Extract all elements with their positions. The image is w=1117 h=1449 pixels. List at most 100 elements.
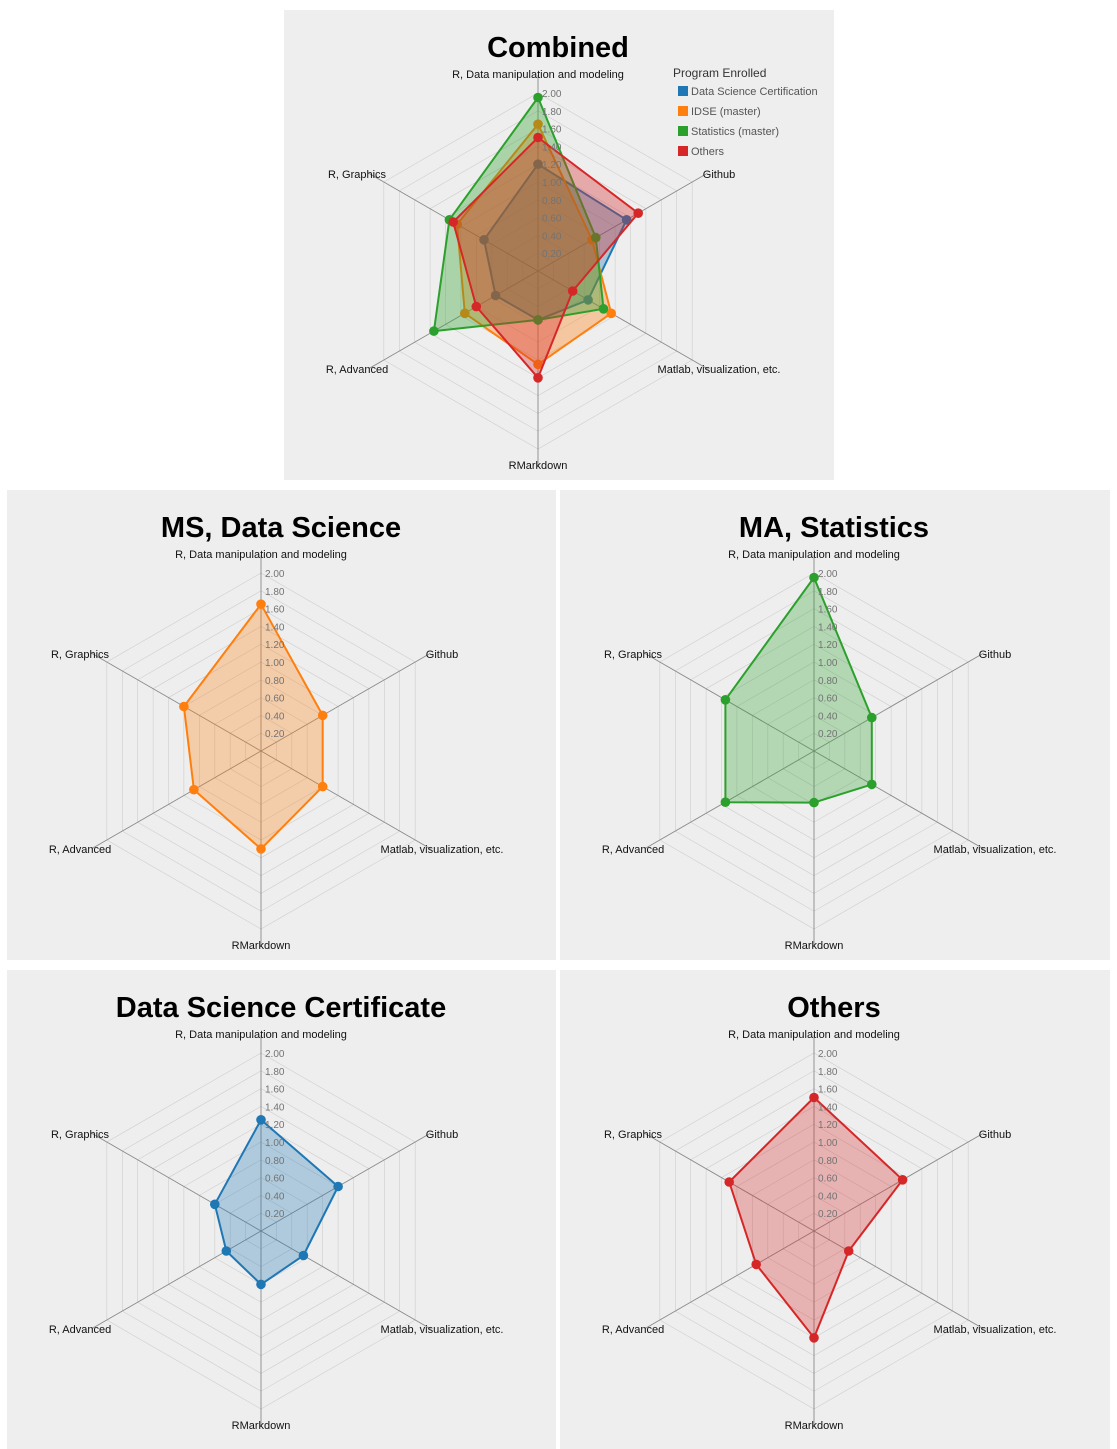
axis-label-matlab-visualization-etc: Matlab, visualization, etc.	[934, 1324, 1057, 1336]
axis-label-matlab-visualization-etc: Matlab, visualization, etc.	[381, 1324, 504, 1336]
tick-label: 1.80	[818, 1067, 838, 1078]
legend-swatch-statistics-master	[678, 126, 688, 136]
tick-label: 0.20	[542, 249, 562, 260]
tick-label: 0.20	[818, 1209, 838, 1220]
data-point-idse-master-r-graphics	[179, 701, 189, 712]
data-point-idse-master-rmarkdown	[533, 359, 543, 370]
axis-label-matlab-visualization-etc: Matlab, visualization, etc.	[381, 844, 504, 856]
axis-label-r-graphics: R, Graphics	[604, 649, 663, 661]
chart-title: MS, Data Science	[161, 512, 401, 544]
data-point-data-science-certification-r-advanced	[490, 290, 501, 301]
tick-label: 1.80	[265, 587, 285, 598]
axis-label-rmarkdown: RMarkdown	[509, 460, 568, 472]
data-point-statistics-master-github	[867, 712, 877, 723]
data-point-others-r-advanced	[471, 301, 482, 312]
tick-label: 0.40	[265, 711, 285, 722]
tick-label: 0.80	[818, 1156, 838, 1167]
axis-line	[813, 652, 984, 752]
tick-label: 0.80	[542, 196, 562, 207]
data-point-idse-master-matlab-visualization-etc	[317, 781, 328, 792]
data-point-others-rmarkdown	[533, 373, 543, 383]
tick-label: 0.80	[818, 676, 838, 687]
data-point-data-science-certification-matlab-visualization-etc	[583, 295, 593, 305]
data-point-statistics-master-r-data-manipulation-and-modeling	[533, 92, 543, 103]
tick-label: 1.60	[542, 125, 562, 136]
axis-label-rmarkdown: RMarkdown	[785, 940, 844, 952]
tick-label: 2.00	[265, 1049, 285, 1060]
tick-label: 1.40	[818, 622, 838, 633]
axis-line	[537, 270, 708, 370]
data-point-others-r-data-manipulation-and-modeling	[809, 1092, 819, 1103]
radar-axes: R, Data manipulation and modeling Github M…	[326, 69, 781, 472]
tick-label: 0.20	[265, 729, 285, 740]
data-point-statistics-master-rmarkdown	[809, 797, 819, 808]
chart-panel-others: Others R, Data manipulation and modeling G…	[560, 970, 1110, 1449]
tick-label: 0.80	[265, 1156, 285, 1167]
data-point-data-science-certification-r-data-manipulation-and-modeling	[533, 159, 543, 169]
legend-label-statistics-master: Statistics (master)	[691, 126, 779, 138]
chart-panel-combined: Combined R, Data manipulation and modelin…	[284, 10, 834, 480]
tick-label: 2.00	[818, 1049, 838, 1060]
axis-label-github: Github	[426, 1129, 458, 1141]
radar-chart-data-science-certificate: Data Science Certificate R, Data manipula…	[49, 992, 504, 1432]
data-point-others-github	[897, 1175, 908, 1185]
axis-label-github: Github	[426, 649, 458, 661]
tick-label: 1.20	[818, 1120, 838, 1131]
radar-axes: R, Data manipulation and modeling Github M…	[602, 1029, 1057, 1432]
chart-panel-ma-statistics: MA, Statistics R, Data manipulation and m…	[560, 490, 1110, 960]
axis-label-r-data-manipulation-and-modeling: R, Data manipulation and modeling	[175, 549, 347, 561]
data-point-idse-master-matlab-visualization-etc	[606, 308, 616, 319]
axis-line	[91, 750, 262, 850]
tick-label: 0.20	[265, 1209, 285, 1220]
radar-axes: R, Data manipulation and modeling Github M…	[602, 549, 1057, 952]
tick-label: 0.20	[818, 729, 838, 740]
tick-label: 2.00	[265, 569, 285, 580]
axis-line	[368, 270, 539, 370]
axis-label-r-data-manipulation-and-modeling: R, Data manipulation and modeling	[452, 69, 624, 81]
radar-axes: R, Data manipulation and modeling Github M…	[49, 1029, 504, 1432]
data-point-data-science-certification-r-graphics	[210, 1199, 220, 1210]
radar-chart-others: Others R, Data manipulation and modeling G…	[602, 992, 1057, 1432]
radar-tick-labels: 0.20 0.40 0.60 0.80 1.00 1.20 1.40 1.60 1.80 2.00	[265, 569, 285, 740]
axis-label-r-advanced: R, Advanced	[49, 1324, 111, 1336]
tick-label: 0.80	[265, 676, 285, 687]
data-point-data-science-certification-github	[333, 1181, 343, 1192]
data-point-idse-master-r-advanced	[460, 308, 470, 319]
tick-label: 0.60	[265, 694, 285, 705]
data-point-others-r-graphics	[724, 1177, 734, 1187]
axis-label-r-data-manipulation-and-modeling: R, Data manipulation and modeling	[175, 1029, 347, 1041]
tick-label: 1.20	[265, 640, 285, 651]
data-point-statistics-master-rmarkdown	[533, 315, 543, 325]
tick-label: 2.00	[542, 89, 562, 100]
axis-label-matlab-visualization-etc: Matlab, visualization, etc.	[658, 364, 781, 376]
data-point-others-r-data-manipulation-and-modeling	[533, 132, 543, 143]
axis-label-r-data-manipulation-and-modeling: R, Data manipulation and modeling	[728, 549, 900, 561]
axis-line	[644, 1230, 815, 1330]
axis-label-r-graphics: R, Graphics	[604, 1129, 663, 1141]
axis-label-rmarkdown: RMarkdown	[785, 1420, 844, 1432]
data-point-others-rmarkdown	[809, 1333, 819, 1343]
chart-title: Others	[787, 992, 880, 1024]
data-point-idse-master-r-data-manipulation-and-modeling	[533, 119, 543, 129]
legend-swatch-data-science-certification	[678, 86, 688, 96]
axis-line	[260, 750, 431, 850]
tick-label: 0.40	[542, 231, 562, 242]
tick-label: 1.20	[818, 640, 838, 651]
data-point-others-matlab-visualization-etc	[567, 286, 578, 296]
tick-label: 1.00	[265, 658, 285, 669]
data-point-data-science-certification-r-data-manipulation-and-modeling	[256, 1115, 266, 1125]
data-point-data-science-certification-matlab-visualization-etc	[298, 1250, 309, 1261]
data-point-statistics-master-matlab-visualization-etc	[598, 304, 609, 314]
axis-line	[260, 1230, 431, 1330]
legend-label-others: Others	[691, 146, 725, 158]
data-point-statistics-master-matlab-visualization-etc	[867, 779, 877, 790]
tick-label: 0.60	[818, 694, 838, 705]
data-point-others-github	[633, 208, 643, 218]
chart-title: Combined	[487, 32, 629, 64]
data-point-statistics-master-r-advanced	[429, 326, 439, 336]
data-point-idse-master-rmarkdown	[256, 844, 266, 854]
axis-label-r-advanced: R, Advanced	[326, 364, 388, 376]
tick-label: 1.80	[265, 1067, 285, 1078]
tick-label: 1.60	[265, 605, 285, 616]
legend: Program Enrolled Data Science Certificati…	[673, 66, 818, 158]
